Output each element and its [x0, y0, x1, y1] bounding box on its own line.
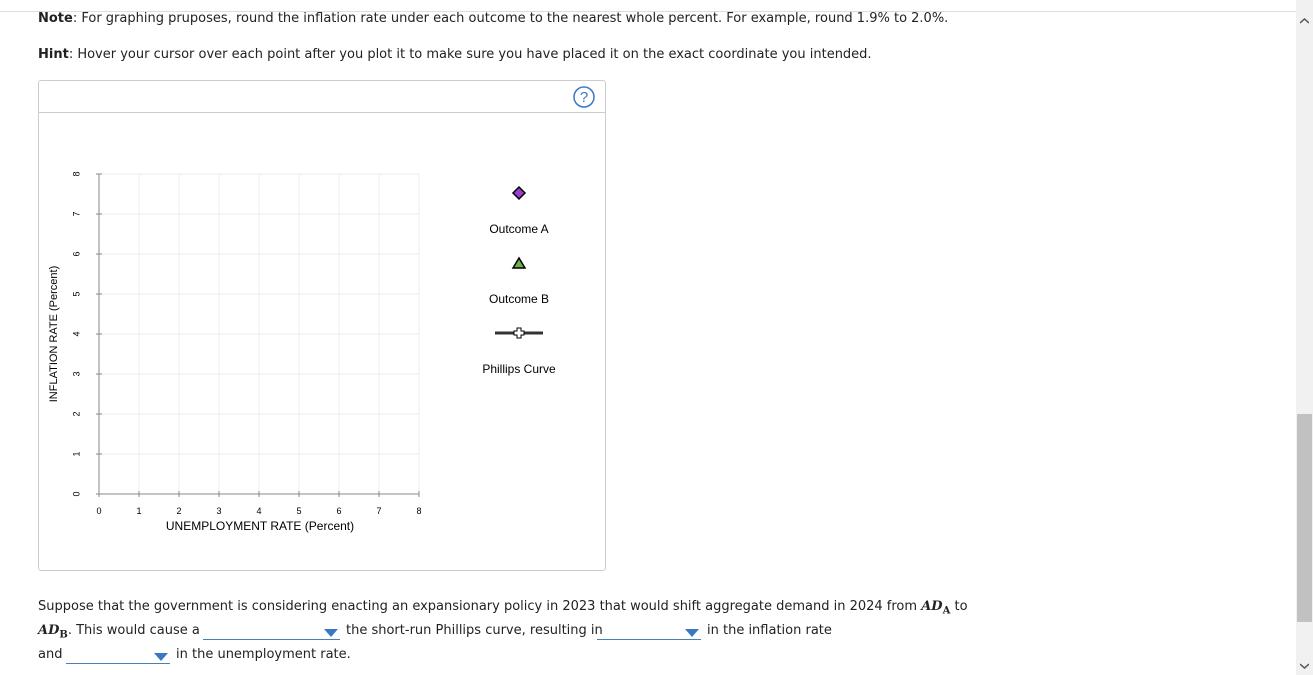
top-border: [0, 11, 1296, 12]
x-tick-label: 8: [416, 506, 421, 516]
note-label: Note: [38, 11, 73, 26]
tool-label: Outcome A: [489, 222, 548, 236]
scroll-thumb[interactable]: [1297, 414, 1312, 622]
x-tick-label: 2: [176, 506, 181, 516]
dropdown[interactable]: [203, 625, 340, 640]
question-text: Suppose that the government is consideri…: [38, 599, 918, 614]
tool-triangle[interactable]: [511, 256, 527, 269]
tool-label: Phillips Curve: [482, 362, 556, 376]
x-tick-label: 0: [96, 506, 101, 516]
x-tick-label: 7: [376, 506, 381, 516]
question-text: . This would cause a: [67, 623, 200, 638]
y-tick-label: 0: [71, 491, 81, 496]
x-tick-label: 6: [336, 506, 341, 516]
question-line-2: ADB. This would cause a: [38, 623, 200, 641]
y-tick-label: 5: [71, 291, 81, 296]
question-text: the short-run Phillips curve, resulting …: [346, 623, 603, 638]
tool-line-handle: [513, 327, 525, 339]
scrollbar[interactable]: [1296, 0, 1313, 675]
ad-b-base: AD: [38, 623, 60, 638]
y-tick-label: 6: [71, 251, 81, 256]
tool-diamond[interactable]: [511, 185, 527, 201]
hint-label: Hint: [38, 47, 69, 62]
x-tick-label: 1: [136, 506, 141, 516]
y-tick-label: 1: [71, 451, 81, 456]
x-tick-label: 4: [256, 506, 261, 516]
question-text: to: [954, 599, 968, 614]
hint-text: : Hover your cursor over each point afte…: [68, 47, 872, 62]
dropdown[interactable]: [597, 625, 701, 640]
question-text: and: [38, 647, 63, 662]
x-axis-label: UNEMPLOYMENT RATE (Percent): [166, 519, 354, 533]
ad-b: ADB: [38, 623, 68, 641]
y-tick-label: 8: [71, 171, 81, 176]
y-tick-label: 3: [71, 371, 81, 376]
x-tick-label: 5: [296, 506, 301, 516]
graph: ? UNEMPLOYMENT RATE (Percent) INFLATION …: [39, 86, 605, 533]
question-text: in the unemployment rate.: [176, 647, 351, 662]
graph-panel: ? UNEMPLOYMENT RATE (Percent) INFLATION …: [38, 80, 606, 571]
note: Note: For graphing pruposes, round the i…: [38, 11, 948, 26]
y-tick-label: 4: [71, 331, 81, 336]
dropdown[interactable]: [66, 649, 170, 664]
question-text: in the inflation rate: [707, 623, 832, 638]
ad-a: ADA: [921, 599, 951, 617]
note-text: : For graphing pruposes, round the infla…: [72, 11, 949, 26]
tool-label: Outcome B: [489, 292, 549, 306]
scroll-down[interactable]: [1300, 663, 1309, 669]
y-axis-label: INFLATION RATE (Percent): [48, 266, 60, 403]
scroll-up[interactable]: [1300, 18, 1309, 24]
help-button[interactable]: [573, 86, 595, 108]
ad-a-sub: A: [942, 605, 951, 617]
x-tick-label: 3: [216, 506, 221, 516]
hint: Hint: Hover your cursor over each point …: [38, 47, 872, 62]
ad-b-sub: B: [59, 629, 68, 641]
ad-a-base: AD: [921, 599, 943, 614]
help-icon[interactable]: ?: [580, 89, 588, 106]
question-line-1: Suppose that the government is consideri…: [38, 599, 968, 617]
y-tick-label: 2: [71, 411, 81, 416]
y-tick-label: 7: [71, 211, 81, 216]
